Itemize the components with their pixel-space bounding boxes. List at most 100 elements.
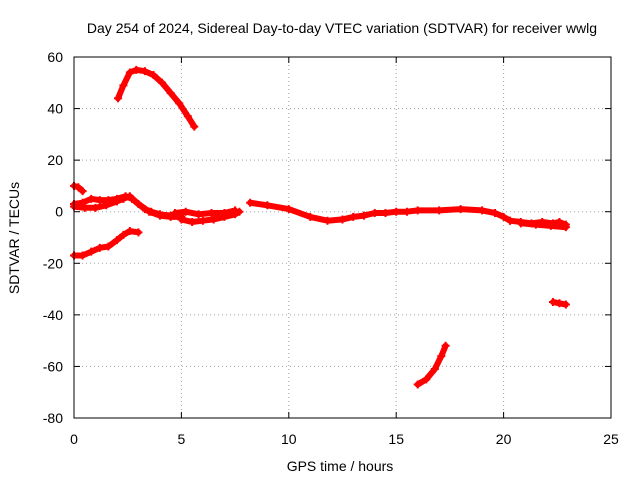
y-tick-label: -60: [43, 358, 63, 374]
data-point: [158, 78, 167, 87]
data-point: [456, 205, 465, 214]
data-point: [112, 197, 121, 206]
x-tick-label: 5: [178, 431, 186, 447]
data-point: [359, 211, 368, 220]
series-trace: [115, 66, 198, 130]
data-point: [220, 209, 229, 218]
series-trace: [71, 228, 142, 259]
data-point: [349, 212, 358, 221]
data-point: [263, 201, 272, 210]
data-point: [166, 89, 175, 98]
data-point: [190, 122, 199, 131]
data-series-arc-deep: [413, 341, 450, 389]
data-series-arc-main-lower: [70, 192, 186, 221]
data-point: [95, 243, 104, 252]
data-point: [78, 251, 87, 260]
data-point: [561, 300, 570, 309]
data-point: [207, 209, 216, 218]
data-point: [422, 375, 431, 384]
data-series-group: [70, 65, 570, 389]
data-point: [246, 198, 255, 207]
x-tick-label: 20: [496, 431, 512, 447]
data-series-arc-day: [246, 198, 515, 225]
data-point: [306, 212, 315, 221]
data-point: [119, 230, 128, 239]
data-point: [177, 215, 186, 224]
data-series-arc-short-35: [549, 297, 570, 309]
data-point: [132, 65, 141, 74]
series-trace: [517, 220, 569, 231]
x-tick-label: 25: [603, 431, 619, 447]
data-point: [149, 71, 158, 80]
data-point: [392, 207, 401, 216]
data-point: [175, 99, 184, 108]
data-point: [78, 187, 87, 196]
y-tick-label: -80: [43, 410, 63, 426]
data-point: [555, 299, 564, 308]
data-point: [125, 68, 134, 77]
data-point: [546, 221, 555, 230]
y-tick-label: -40: [43, 307, 63, 323]
data-point: [194, 210, 203, 219]
data-point: [155, 211, 164, 220]
data-point: [134, 199, 143, 208]
data-point: [231, 206, 240, 215]
data-point: [413, 206, 422, 215]
data-point: [435, 206, 444, 215]
data-point: [491, 209, 500, 218]
data-point: [145, 207, 154, 216]
data-point: [209, 215, 218, 224]
data-point: [499, 212, 508, 221]
series-trace: [414, 342, 449, 388]
data-point: [95, 196, 104, 205]
data-point: [437, 352, 446, 361]
data-point: [102, 201, 111, 210]
x-tick-label: 0: [70, 431, 78, 447]
data-point: [198, 216, 207, 225]
data-series-arc-late-low: [516, 219, 570, 232]
data-point: [181, 207, 190, 216]
data-point: [104, 242, 113, 251]
data-point: [516, 219, 525, 228]
data-point: [87, 247, 96, 256]
data-series-arc-start-9: [70, 181, 87, 196]
y-tick-label: 0: [55, 204, 63, 220]
data-point: [119, 81, 128, 90]
data-point: [166, 212, 175, 221]
data-point: [91, 203, 100, 212]
plot-frame: [73, 56, 612, 419]
data-point: [338, 215, 347, 224]
data-point: [80, 203, 89, 212]
data-point: [284, 205, 293, 214]
data-series-arc-low: [70, 227, 143, 260]
data-point: [125, 192, 134, 201]
y-tick-label: 60: [47, 49, 63, 65]
data-point: [188, 218, 197, 227]
data-series-arc-mid-upper: [170, 206, 240, 219]
grid: [74, 57, 611, 418]
data-point: [140, 67, 149, 76]
y-tick-label: -20: [43, 255, 63, 271]
data-point: [119, 194, 128, 203]
data-point: [413, 380, 422, 389]
data-point: [531, 220, 540, 229]
data-point: [74, 183, 83, 192]
data-point: [125, 227, 134, 236]
data-point: [183, 112, 192, 121]
y-tick-label: 20: [47, 152, 63, 168]
x-axis-label: GPS time / hours: [287, 458, 394, 474]
data-point: [323, 216, 332, 225]
data-point: [561, 223, 570, 232]
data-point: [402, 207, 411, 216]
data-point: [441, 341, 450, 350]
axis-ticks: 0 5 10 15 20 25 -80 -60 -40 -20 0 20 40 60: [43, 49, 619, 447]
y-tick-label: 40: [47, 101, 63, 117]
data-point: [134, 228, 143, 237]
data-point: [370, 209, 379, 218]
data-point: [170, 209, 179, 218]
x-tick-label: 10: [281, 431, 297, 447]
data-point: [549, 297, 558, 306]
y-axis-label: SDTVAR / TECUs: [6, 182, 22, 294]
chart-title: Day 254 of 2024, Sidereal Day-to-day VTE…: [87, 20, 597, 36]
data-point: [478, 206, 487, 215]
